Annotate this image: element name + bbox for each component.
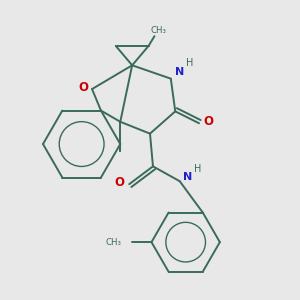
Text: N: N: [183, 172, 193, 182]
Text: CH₃: CH₃: [151, 26, 167, 35]
Text: H: H: [194, 164, 202, 174]
Text: H: H: [185, 58, 193, 68]
Text: O: O: [204, 115, 214, 128]
Text: O: O: [79, 81, 89, 94]
Text: CH₃: CH₃: [106, 238, 122, 247]
Text: O: O: [115, 176, 125, 189]
Text: N: N: [175, 67, 184, 77]
